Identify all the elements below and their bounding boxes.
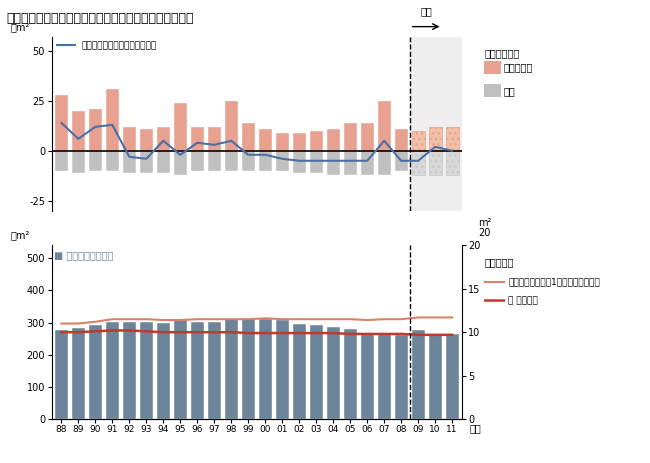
Bar bbox=[429, 334, 441, 419]
Bar bbox=[191, 322, 203, 419]
Bar bbox=[89, 109, 101, 151]
Text: 万m²: 万m² bbox=[10, 22, 29, 32]
Bar bbox=[410, 37, 461, 211]
Text: 万m²: 万m² bbox=[10, 230, 29, 240]
Bar bbox=[123, 151, 136, 173]
Text: （構成要素）: （構成要素） bbox=[484, 49, 519, 59]
Bar bbox=[327, 151, 339, 175]
Bar bbox=[157, 323, 170, 419]
Bar bbox=[412, 151, 424, 175]
Bar bbox=[395, 129, 408, 151]
Bar bbox=[225, 101, 238, 151]
Bar bbox=[55, 330, 68, 419]
Bar bbox=[123, 127, 136, 151]
Text: m²: m² bbox=[478, 218, 491, 228]
Bar bbox=[276, 133, 289, 151]
Bar bbox=[378, 101, 391, 151]
Bar bbox=[378, 151, 391, 175]
Bar bbox=[174, 320, 187, 419]
Bar bbox=[225, 319, 238, 419]
Bar bbox=[89, 151, 101, 171]
Bar bbox=[259, 319, 272, 419]
Bar bbox=[174, 151, 187, 175]
Bar bbox=[429, 151, 441, 175]
Bar bbox=[446, 151, 458, 175]
Bar bbox=[208, 322, 220, 419]
Text: 着工床面積: 着工床面積 bbox=[504, 63, 533, 73]
Bar bbox=[242, 123, 255, 151]
Bar bbox=[259, 129, 272, 151]
Bar bbox=[157, 127, 170, 151]
Bar bbox=[89, 325, 101, 419]
Bar bbox=[344, 123, 357, 151]
Bar bbox=[293, 133, 306, 151]
Text: オフィスワーカー1人当り残存床面積: オフィスワーカー1人当り残存床面積 bbox=[508, 277, 600, 287]
Bar bbox=[361, 123, 374, 151]
Bar bbox=[259, 151, 272, 171]
Bar bbox=[446, 334, 458, 419]
Bar bbox=[55, 95, 68, 151]
Bar bbox=[140, 129, 153, 151]
Bar bbox=[361, 334, 374, 419]
Bar bbox=[191, 127, 203, 151]
Bar bbox=[344, 329, 357, 419]
Bar bbox=[412, 131, 424, 151]
Bar bbox=[276, 151, 289, 171]
Bar bbox=[412, 330, 424, 419]
Text: 同 全国平均: 同 全国平均 bbox=[508, 296, 538, 305]
Bar bbox=[72, 328, 84, 419]
Bar bbox=[106, 89, 119, 151]
Bar bbox=[293, 151, 306, 173]
Bar bbox=[106, 322, 119, 419]
Bar bbox=[395, 335, 408, 419]
Bar bbox=[72, 151, 84, 173]
Text: ■ 年度末残存床面積: ■ 年度末残存床面積 bbox=[54, 250, 113, 261]
Text: 予想: 予想 bbox=[420, 6, 432, 16]
Bar bbox=[293, 324, 306, 419]
Text: 年度: 年度 bbox=[470, 423, 482, 433]
Bar bbox=[378, 334, 391, 419]
Bar bbox=[208, 127, 220, 151]
Bar bbox=[208, 151, 220, 171]
Bar bbox=[106, 151, 119, 171]
Text: 償却: 償却 bbox=[504, 86, 515, 96]
Bar bbox=[310, 325, 322, 419]
Bar bbox=[327, 129, 339, 151]
Bar bbox=[446, 127, 458, 151]
Bar bbox=[242, 151, 255, 171]
Bar bbox=[174, 103, 187, 151]
Bar bbox=[72, 111, 84, 151]
Bar bbox=[310, 131, 322, 151]
Bar bbox=[157, 151, 170, 173]
Bar bbox=[123, 322, 136, 419]
Bar bbox=[55, 151, 68, 171]
Bar bbox=[395, 151, 408, 171]
Bar bbox=[327, 327, 339, 419]
Bar bbox=[361, 151, 374, 175]
Bar bbox=[310, 151, 322, 173]
Legend: 年度末残存床面積の前年比増減: 年度末残存床面積の前年比増減 bbox=[57, 42, 157, 50]
Text: オフィスビル残存床面積と前年比増減の推移（仙台市）: オフィスビル残存床面積と前年比増減の推移（仙台市） bbox=[6, 12, 194, 25]
Text: （右目盛）: （右目盛） bbox=[484, 257, 514, 267]
Bar bbox=[191, 151, 203, 171]
Text: 20: 20 bbox=[478, 228, 490, 238]
Bar bbox=[225, 151, 238, 171]
Bar bbox=[276, 320, 289, 419]
Bar bbox=[242, 319, 255, 419]
Bar bbox=[344, 151, 357, 175]
Bar bbox=[140, 151, 153, 173]
Bar bbox=[140, 322, 153, 419]
Bar bbox=[429, 127, 441, 151]
